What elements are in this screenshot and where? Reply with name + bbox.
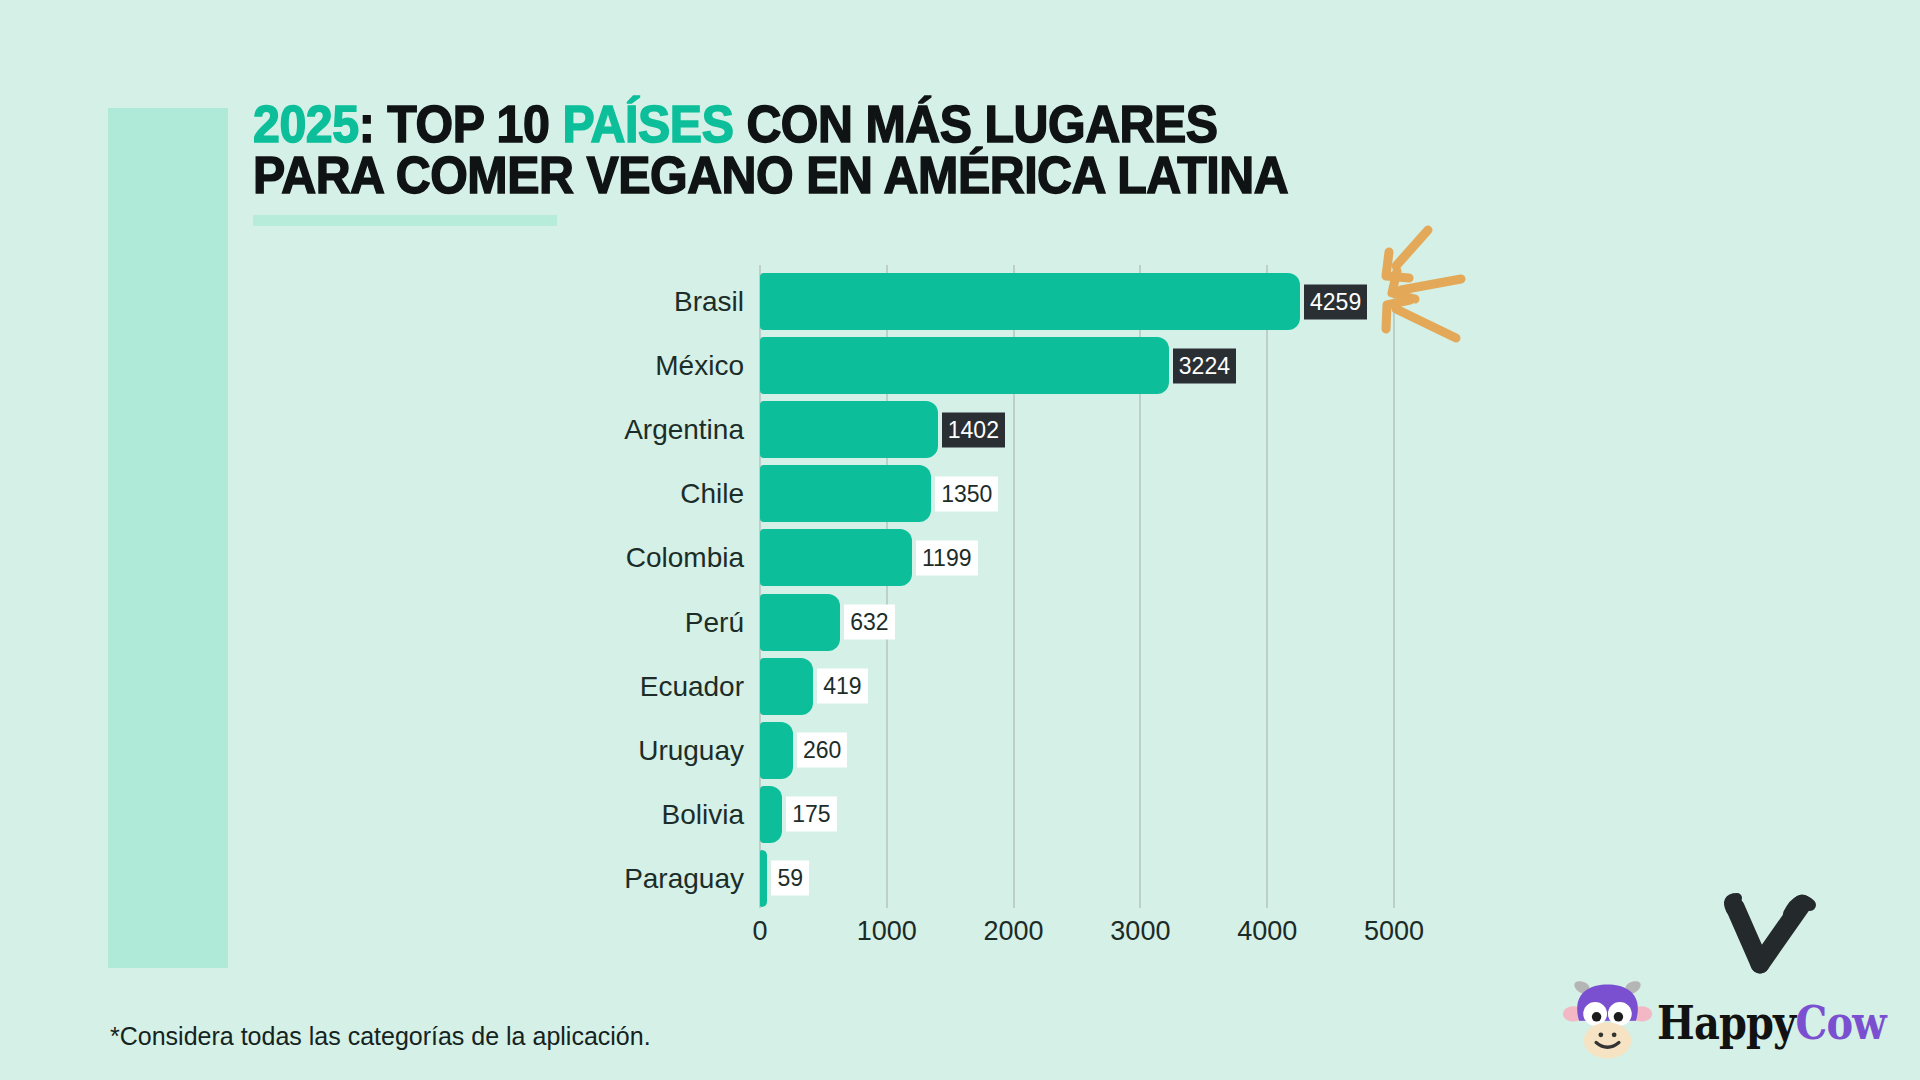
x-axis-tick-label: 0	[700, 916, 820, 947]
country-label: Perú	[400, 594, 744, 651]
country-label: Argentina	[400, 401, 744, 458]
x-axis-tick-label: 1000	[827, 916, 947, 947]
value-badge: 1402	[942, 412, 1005, 447]
bar-Ecuador	[760, 658, 813, 715]
logo-word-cow: Cow	[1795, 995, 1885, 1050]
value-badge: 632	[844, 605, 894, 640]
value-badge: 3224	[1173, 348, 1236, 383]
value-badge: 1350	[935, 476, 998, 511]
country-label: México	[400, 337, 744, 394]
x-axis-tick-label: 5000	[1334, 916, 1454, 947]
bar-México	[760, 337, 1169, 394]
x-axis-tick-label: 4000	[1207, 916, 1327, 947]
bar-Uruguay	[760, 722, 793, 779]
x-axis-tick-label: 2000	[954, 916, 1074, 947]
happycow-logo: HappyCow	[1560, 975, 1905, 1070]
value-badge: 175	[786, 797, 836, 832]
footnote: *Considera todas las categorías de la ap…	[110, 1022, 651, 1051]
value-badge: 260	[797, 733, 847, 768]
bar-Colombia	[760, 529, 912, 586]
bar-Perú	[760, 594, 840, 651]
bar-Brasil	[760, 273, 1300, 330]
bar-Chile	[760, 465, 931, 522]
country-label: Chile	[400, 465, 744, 522]
infographic-page: 2025: TOP 10 PAÍSES CON MÁS LUGARES PARA…	[0, 0, 1920, 1080]
value-badge: 419	[817, 669, 867, 704]
arrows-doodle-icon	[1370, 215, 1500, 365]
bar-Paraguay	[760, 850, 767, 907]
bar-chart: 010002000300040005000 Brasil 4259 México 322…	[0, 0, 1920, 1080]
country-label: Paraguay	[400, 850, 744, 907]
x-axis-tick-label: 3000	[1080, 916, 1200, 947]
value-badge: 4259	[1304, 284, 1367, 319]
value-badge: 1199	[916, 540, 977, 575]
country-label: Ecuador	[400, 658, 744, 715]
country-label: Brasil	[400, 273, 744, 330]
country-label: Uruguay	[400, 722, 744, 779]
bar-Bolivia	[760, 786, 782, 843]
happycow-cow-icon	[1560, 975, 1655, 1070]
value-badge: 59	[771, 861, 809, 896]
country-label: Bolivia	[400, 786, 744, 843]
gridline	[1266, 265, 1268, 908]
happycow-logo-text: HappyCow	[1657, 995, 1886, 1050]
country-label: Colombia	[400, 529, 744, 586]
logo-word-happy: Happy	[1657, 995, 1795, 1050]
bar-Argentina	[760, 401, 938, 458]
